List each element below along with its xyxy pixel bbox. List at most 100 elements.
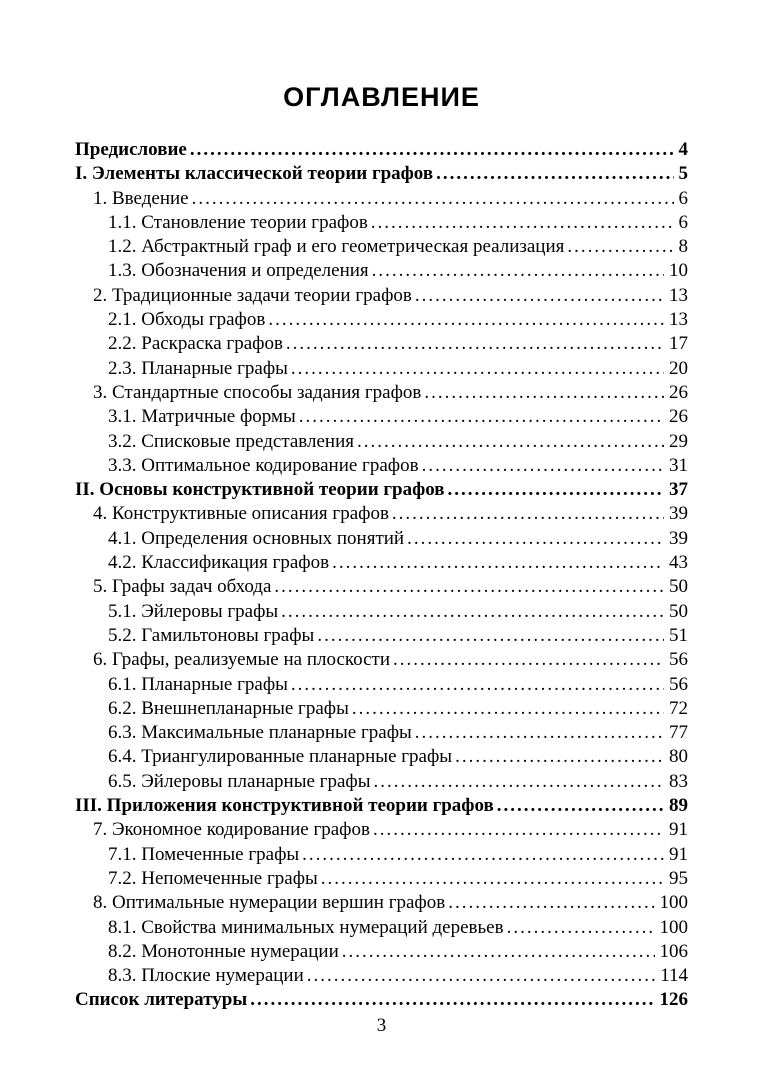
dot-leader: [299, 405, 664, 429]
dot-leader: [415, 284, 664, 308]
toc-entry-page: 4: [678, 139, 689, 160]
toc-entry-page: 91: [669, 819, 688, 841]
toc-entry: 8.3. Плоские нумерации 114: [75, 964, 688, 988]
toc-entry-page: 26: [669, 406, 688, 428]
dot-leader: [281, 600, 664, 624]
toc-entry-page: 114: [660, 965, 688, 987]
dot-leader: [307, 964, 655, 988]
toc-entry-page: 72: [669, 697, 688, 719]
toc-entry-page: 31: [669, 454, 688, 476]
toc-entry-page: 100: [659, 892, 689, 914]
toc-entry: 8. Оптимальные нумерации вершин графов 10…: [75, 891, 688, 915]
toc-entry-label: 8.3. Плоские нумерации: [108, 965, 304, 987]
toc-entry: 2.3. Планарные графы 20: [75, 357, 688, 381]
toc-entry-label: 2.1. Обходы графов: [108, 309, 266, 331]
toc-entry-label: 3.2. Списковые представления: [108, 430, 355, 452]
toc-entry: 6.4. Триангулированные планарные графы 80: [75, 745, 688, 769]
toc-entry-page: 83: [669, 770, 688, 792]
dot-leader: [371, 211, 674, 235]
toc-entry-label: 2. Традиционные задачи теории графов: [93, 284, 412, 306]
toc-entry-label: 6.2. Внешнепланарные графы: [108, 697, 349, 719]
dot-leader: [286, 332, 664, 356]
dot-leader: [373, 818, 664, 842]
toc-entry-label: 5. Графы задач обхода: [93, 576, 272, 598]
toc-entry: 5.1. Эйлеровы графы 50: [75, 600, 688, 624]
toc-entry-label: 3.3. Оптимальное кодирование графов: [108, 454, 419, 476]
toc-entry: 5. Графы задач обхода 50: [75, 575, 688, 599]
toc-entry-page: 6: [678, 187, 689, 209]
toc-entry: 1.2. Абстрактный граф и его геометрическ…: [75, 235, 688, 259]
toc-entry: 3. Стандартные способы задания графов 26: [75, 381, 688, 405]
toc-entry: 3.3. Оптимальное кодирование графов 31: [75, 454, 688, 478]
toc-entry-label: 1.1. Становление теории графов: [108, 211, 368, 233]
toc-entry-page: 106: [659, 940, 689, 962]
toc-entry-label: 6.4. Триангулированные планарные графы: [108, 746, 453, 768]
dot-leader: [250, 988, 654, 1012]
toc-entry: 1. Введение 6: [75, 187, 688, 211]
dot-leader: [415, 721, 664, 745]
dot-leader: [268, 308, 664, 332]
toc-entry-label: 1. Введение: [93, 187, 189, 209]
dot-leader: [422, 454, 664, 478]
toc-entry: 4. Конструктивные описания графов 39: [75, 502, 688, 526]
toc-entry-page: 126: [659, 989, 689, 1011]
toc-entry: 1.3. Обозначения и определения 10: [75, 259, 688, 283]
toc-entry-label: 3.1. Матричные формы: [108, 406, 296, 428]
toc-entry-label: 2.2. Раскраска графов: [108, 333, 283, 355]
toc-entry-page: 56: [669, 673, 688, 695]
toc-entry-label: III. Приложения конструктивной теории гр…: [75, 795, 494, 817]
dot-leader: [407, 527, 664, 551]
dot-leader: [192, 187, 674, 211]
toc-entry: 8.2. Монотонные нумерации 106: [75, 940, 688, 964]
dot-leader: [392, 502, 664, 526]
toc-entry-page: 20: [669, 357, 688, 379]
toc-entry: 4.2. Классификация графов 43: [75, 551, 688, 575]
dot-leader: [302, 843, 664, 867]
toc-entry-label: 7.1. Помеченные графы: [108, 843, 300, 865]
toc-entry-page: 50: [669, 600, 688, 622]
dot-leader: [448, 478, 664, 502]
dot-leader: [274, 575, 664, 599]
dot-leader: [291, 673, 664, 697]
toc-entry-page: 43: [669, 552, 688, 574]
dot-leader: [352, 697, 664, 721]
toc-entry-page: 89: [669, 795, 688, 817]
toc-entry-label: 5.2. Гамильтоновы графы: [108, 624, 315, 646]
toc-entry-page: 39: [669, 503, 688, 525]
toc-entry-label: 5.1. Эйлеровы графы: [108, 600, 279, 622]
toc-entry-label: 4. Конструктивные описания графов: [93, 503, 389, 525]
toc-entry: I. Элементы классической теории графов 5: [75, 162, 688, 186]
dot-leader: [455, 745, 664, 769]
toc-entry-label: 8. Оптимальные нумерации вершин графов: [93, 892, 446, 914]
toc-entry-page: 6: [678, 211, 689, 233]
toc-entry-page: 50: [669, 576, 688, 598]
toc-entry-label: 2.3. Планарные графы: [108, 357, 288, 379]
toc-entry: 6.5. Эйлеровы планарные графы 83: [75, 770, 688, 794]
toc-entry: 1.1. Становление теории графов 6: [75, 211, 688, 235]
dot-leader: [342, 940, 655, 964]
toc-entry-label: Предисловие: [75, 139, 187, 160]
dot-leader: [507, 916, 655, 940]
toc-entry-label: 6.3. Максимальные планарные графы: [108, 722, 412, 744]
toc-entry: 3.1. Матричные формы 26: [75, 405, 688, 429]
toc-entry-label: 8.1. Свойства минимальных нумераций дере…: [108, 916, 504, 938]
toc-entry: 7.1. Помеченные графы 91: [75, 843, 688, 867]
dot-leader: [372, 259, 664, 283]
toc-entry: 2.1. Обходы графов 13: [75, 308, 688, 332]
toc-entry-page: 37: [669, 479, 688, 501]
toc-entry: 2. Традиционные задачи теории графов 13: [75, 284, 688, 308]
toc-entry-label: 6.5. Эйлеровы планарные графы: [108, 770, 371, 792]
toc-entry-label: 7. Экономное кодирование графов: [93, 819, 370, 841]
toc-entry-page: 13: [669, 309, 688, 331]
dot-leader: [357, 430, 664, 454]
toc-entry-page: 56: [669, 649, 688, 671]
dot-leader: [497, 794, 664, 818]
toc-list: Предисловие 4I. Элементы классической тео…: [75, 138, 688, 1013]
toc-entry-label: Список литературы: [75, 989, 248, 1011]
toc-entry-label: 1.2. Абстрактный граф и его геометрическ…: [108, 236, 565, 258]
dot-leader: [190, 138, 674, 162]
dot-leader: [321, 867, 664, 891]
dot-leader: [448, 891, 654, 915]
toc-entry: 6.1. Планарные графы 56: [75, 673, 688, 697]
